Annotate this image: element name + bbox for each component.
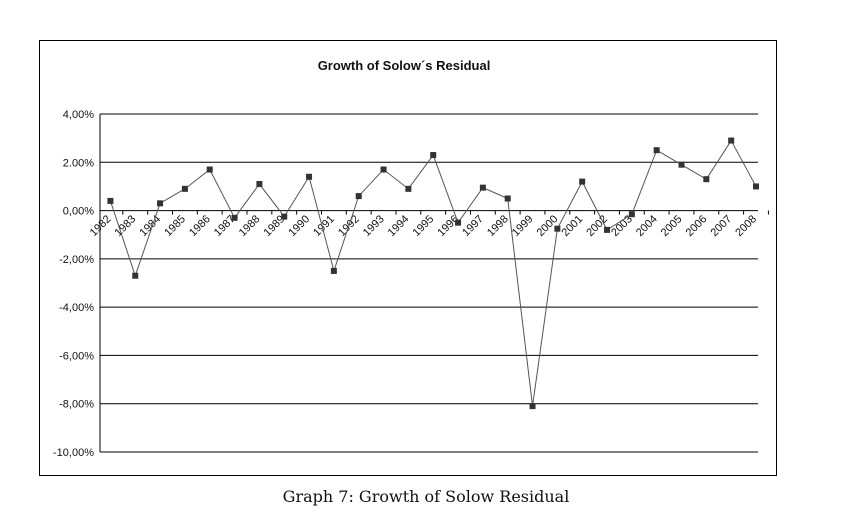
- data-point-marker: [504, 195, 511, 202]
- x-tick-label: 1984: [137, 213, 163, 239]
- y-tick-label: 0,00%: [63, 206, 94, 218]
- x-tick-label: 1983: [113, 213, 139, 239]
- x-tick-label: 1999: [510, 213, 536, 239]
- x-tick-label: 2008: [733, 213, 759, 239]
- chart-title: Growth of Solow´s Residual: [318, 58, 491, 73]
- data-point-marker: [753, 183, 759, 190]
- x-tick-label: 2006: [684, 213, 710, 239]
- data-point-marker: [430, 152, 437, 159]
- data-point-marker: [628, 211, 635, 218]
- y-tick-label: -8,00%: [59, 399, 94, 411]
- data-point-marker: [405, 185, 412, 192]
- data-point-marker: [678, 161, 685, 168]
- data-point-marker: [181, 185, 188, 192]
- y-tick-label: 2.00%: [63, 157, 94, 169]
- line-chart: Growth of Solow´s Residual 4,00% 2.00% 0,0…: [53, 58, 769, 459]
- data-point-marker: [554, 225, 561, 232]
- data-point-marker: [604, 226, 611, 233]
- x-tick-label: 1986: [187, 213, 213, 239]
- x-tick-label: 2007: [708, 213, 734, 239]
- x-tick-label: 1998: [485, 213, 511, 239]
- x-tick-label: 2004: [634, 213, 660, 239]
- data-point-marker: [579, 178, 586, 185]
- x-tick-label: 2005: [659, 213, 685, 239]
- data-point-marker: [206, 166, 213, 173]
- x-tick-label: 1985: [162, 213, 188, 239]
- x-tick-label: 2002: [584, 213, 610, 239]
- y-tick-label: -10,00%: [53, 447, 94, 459]
- data-point-marker: [231, 214, 238, 221]
- data-point-marker: [529, 403, 536, 410]
- series-line: [109, 139, 757, 407]
- x-tick-label: 1993: [361, 213, 387, 239]
- data-point-marker: [653, 147, 660, 154]
- data-point-marker: [132, 272, 139, 279]
- data-point-marker: [380, 166, 387, 173]
- x-tick-label: 1997: [460, 213, 486, 239]
- data-point-marker: [728, 137, 735, 144]
- data-point-marker: [306, 173, 313, 180]
- data-point-marker: [107, 197, 114, 204]
- x-tick-label: 1988: [237, 213, 263, 239]
- figure-caption: Graph 7: Growth of Solow Residual: [282, 487, 570, 506]
- y-tick-label: -2,00%: [59, 254, 94, 266]
- x-tick-label: 1990: [286, 213, 312, 239]
- data-point-marker: [330, 267, 337, 274]
- x-tick-label: 1994: [386, 213, 412, 239]
- data-point-marker: [355, 193, 362, 200]
- data-point-marker: [479, 184, 486, 191]
- chart-frame: Growth of Solow´s Residual 4,00% 2.00% 0,0…: [39, 40, 777, 476]
- x-tick-label: 1996: [435, 213, 461, 239]
- data-point-marker: [455, 219, 462, 226]
- data-point-marker: [703, 176, 710, 183]
- data-point-marker: [256, 181, 263, 188]
- y-tick-label: 4,00%: [63, 109, 94, 121]
- data-point-marker: [157, 200, 164, 207]
- x-tick-label: 1995: [411, 213, 437, 239]
- y-tick-label: -6,00%: [59, 350, 94, 362]
- data-point-marker: [281, 213, 288, 220]
- y-tick-label: -4,00%: [59, 302, 94, 314]
